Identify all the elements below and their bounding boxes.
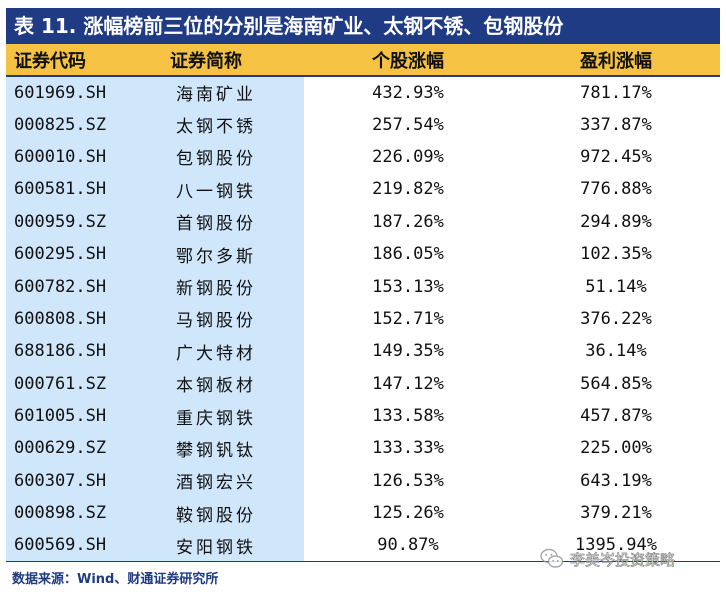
table-row: 600307.SH 酒钢宏兴 126.53% 643.19% xyxy=(6,464,720,498)
stock-name: 新钢股份 xyxy=(156,270,304,303)
profit-gain-value: 564.85% xyxy=(580,373,652,394)
table-row: 600010.SH 包钢股份 226.09% 972.45% xyxy=(6,140,720,174)
table-row: 000761.SZ 本钢板材 147.12% 564.85% xyxy=(6,367,720,400)
stock-code: 688186.SH xyxy=(6,335,156,368)
stock-gain-value: 125.26% xyxy=(372,503,444,524)
table-row: 600782.SH 新钢股份 153.13% 51.14% xyxy=(6,270,720,303)
stock-gain-value: 186.05% xyxy=(372,244,444,265)
stock-name: 海南矿业 xyxy=(156,76,304,109)
stock-name: 安阳钢铁 xyxy=(156,529,304,563)
stock-name: 鞍钢股份 xyxy=(156,497,304,530)
stock-code: 000629.SZ xyxy=(6,432,156,465)
header-name: 证券简称 xyxy=(156,44,304,77)
stock-gain-value: 133.58% xyxy=(372,406,444,427)
stock-gain-value: 257.54% xyxy=(372,114,444,135)
table-header: 证券代码 证券简称 个股涨幅 盈利涨幅 xyxy=(6,44,720,77)
stock-gain-value: 90.87% xyxy=(304,529,512,563)
stock-name: 八一钢铁 xyxy=(156,173,304,206)
stock-name: 包钢股份 xyxy=(156,140,304,174)
header-stock-gain: 个股涨幅 xyxy=(304,44,512,77)
stock-name: 鄂尔多斯 xyxy=(156,237,304,271)
stock-code: 600010.SH xyxy=(6,140,156,174)
stock-code: 601005.SH xyxy=(6,399,156,433)
stock-gain-value: 133.33% xyxy=(372,438,444,459)
stock-code: 000959.SZ xyxy=(6,205,156,238)
wechat-icon xyxy=(540,548,564,568)
stock-code: 600782.SH xyxy=(6,270,156,303)
stock-code: 000898.SZ xyxy=(6,497,156,530)
table-row: 000898.SZ 鞍钢股份 125.26% 379.21% xyxy=(6,497,720,530)
stock-gain-value: 153.13% xyxy=(372,276,444,297)
profit-gain-value: 379.21% xyxy=(580,503,652,524)
table-row: 601005.SH 重庆钢铁 133.58% 457.87% xyxy=(6,399,720,433)
stock-name: 重庆钢铁 xyxy=(156,399,304,433)
profit-gain-value: 337.87% xyxy=(580,114,652,135)
table-row: 000959.SZ 首钢股份 187.26% 294.89% xyxy=(6,205,720,238)
table-row: 600295.SH 鄂尔多斯 186.05% 102.35% xyxy=(6,237,720,271)
stock-gain-value: 152.71% xyxy=(372,308,444,329)
profit-gain-value: 102.35% xyxy=(580,244,652,265)
profit-gain-value: 781.17% xyxy=(580,82,652,103)
stock-name: 广大特材 xyxy=(156,335,304,368)
table-body: 601969.SH 海南矿业 432.93% 781.17% 000825.SZ 太钢不锈… xyxy=(6,76,720,563)
watermark: 李美岑投资策略 xyxy=(540,548,675,570)
stock-gain-value: 126.53% xyxy=(372,470,444,491)
stock-code: 000761.SZ xyxy=(6,367,156,400)
stock-gain-value: 149.35% xyxy=(372,341,444,362)
profit-gain-value: 972.45% xyxy=(580,146,652,167)
stock-code: 600581.SH xyxy=(6,173,156,206)
stock-name: 马钢股份 xyxy=(156,302,304,336)
table-row: 600808.SH 马钢股份 152.71% 376.22% xyxy=(6,302,720,336)
stock-name: 本钢板材 xyxy=(156,367,304,400)
stock-name: 攀钢钒钛 xyxy=(156,432,304,465)
table-row: 000825.SZ 太钢不锈 257.54% 337.87% xyxy=(6,108,720,141)
profit-gain-value: 51.14% xyxy=(585,276,647,297)
stock-code: 000825.SZ xyxy=(6,108,156,141)
table-row: 601969.SH 海南矿业 432.93% 781.17% xyxy=(6,76,720,109)
table-row: 600569.SH 安阳钢铁 90.87% 1395.94% xyxy=(6,529,720,563)
stock-code: 600307.SH xyxy=(6,464,156,498)
profit-gain-value: 776.88% xyxy=(580,179,652,200)
profit-gain-value: 457.87% xyxy=(580,406,652,427)
watermark-text: 李美岑投资策略 xyxy=(570,550,676,569)
stock-code: 600295.SH xyxy=(6,237,156,271)
stock-name: 酒钢宏兴 xyxy=(156,464,304,498)
profit-gain-value: 36.14% xyxy=(585,341,647,362)
header-profit-gain: 盈利涨幅 xyxy=(512,44,720,77)
profit-gain-value: 294.89% xyxy=(580,211,652,232)
stock-gain-value: 219.82% xyxy=(372,179,444,200)
stock-gain-value: 147.12% xyxy=(372,373,444,394)
stock-gain-table: 证券代码 证券简称 个股涨幅 盈利涨幅 601969.SH 海南矿业 432.93%… xyxy=(6,44,720,563)
stock-gain-value: 226.09% xyxy=(372,146,444,167)
table-row: 600581.SH 八一钢铁 219.82% 776.88% xyxy=(6,173,720,206)
profit-gain-value: 225.00% xyxy=(580,438,652,459)
profit-gain-value: 376.22% xyxy=(580,308,652,329)
table-row: 688186.SH 广大特材 149.35% 36.14% xyxy=(6,335,720,368)
table-title: 表 11. 涨幅榜前三位的分别是海南矿业、太钢不锈、包钢股份 xyxy=(6,8,720,44)
stock-code: 600808.SH xyxy=(6,302,156,336)
header-code: 证券代码 xyxy=(6,44,156,77)
table-row: 000629.SZ 攀钢钒钛 133.33% 225.00% xyxy=(6,432,720,465)
source-note: 数据来源：Wind、财通证券研究所 xyxy=(12,572,219,587)
header-row: 证券代码 证券简称 个股涨幅 盈利涨幅 xyxy=(6,44,720,77)
profit-gain-value: 1395.94% xyxy=(512,529,720,563)
stock-gain-value: 187.26% xyxy=(372,211,444,232)
stock-gain-value: 432.93% xyxy=(372,82,444,103)
stock-name: 首钢股份 xyxy=(156,205,304,238)
profit-gain-value: 643.19% xyxy=(580,470,652,491)
stock-code: 601969.SH xyxy=(6,76,156,109)
stock-code: 600569.SH xyxy=(6,529,156,563)
stock-name: 太钢不锈 xyxy=(156,108,304,141)
